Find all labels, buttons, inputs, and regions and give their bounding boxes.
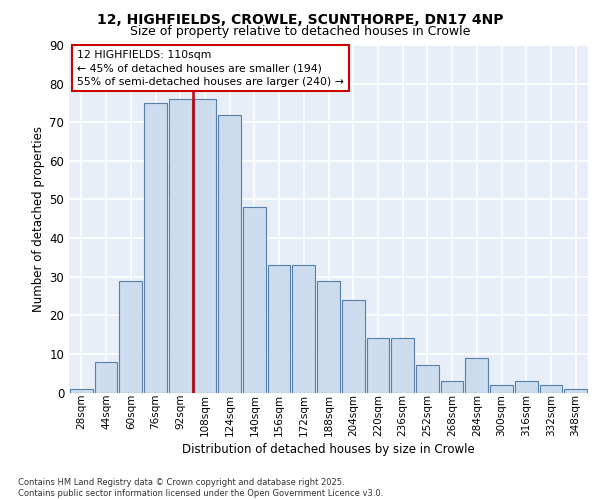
Bar <box>169 99 191 392</box>
Bar <box>243 207 266 392</box>
Y-axis label: Number of detached properties: Number of detached properties <box>32 126 45 312</box>
Bar <box>441 381 463 392</box>
Text: 12 HIGHFIELDS: 110sqm
← 45% of detached houses are smaller (194)
55% of semi-det: 12 HIGHFIELDS: 110sqm ← 45% of detached … <box>77 50 344 86</box>
Bar <box>218 114 241 392</box>
Text: Size of property relative to detached houses in Crowle: Size of property relative to detached ho… <box>130 25 470 38</box>
Bar <box>466 358 488 392</box>
Bar <box>391 338 414 392</box>
Bar <box>194 99 216 392</box>
Bar <box>119 280 142 392</box>
Bar <box>490 385 513 392</box>
Bar <box>268 265 290 392</box>
Text: Contains HM Land Registry data © Crown copyright and database right 2025.
Contai: Contains HM Land Registry data © Crown c… <box>18 478 383 498</box>
Bar <box>416 366 439 392</box>
Bar <box>95 362 118 392</box>
Text: 12, HIGHFIELDS, CROWLE, SCUNTHORPE, DN17 4NP: 12, HIGHFIELDS, CROWLE, SCUNTHORPE, DN17… <box>97 12 503 26</box>
Bar <box>317 280 340 392</box>
Bar <box>367 338 389 392</box>
Bar <box>564 388 587 392</box>
Bar <box>292 265 315 392</box>
Bar <box>342 300 365 392</box>
Bar <box>70 388 93 392</box>
Bar <box>144 103 167 393</box>
Bar <box>515 381 538 392</box>
Text: Distribution of detached houses by size in Crowle: Distribution of detached houses by size … <box>182 442 475 456</box>
Bar <box>539 385 562 392</box>
